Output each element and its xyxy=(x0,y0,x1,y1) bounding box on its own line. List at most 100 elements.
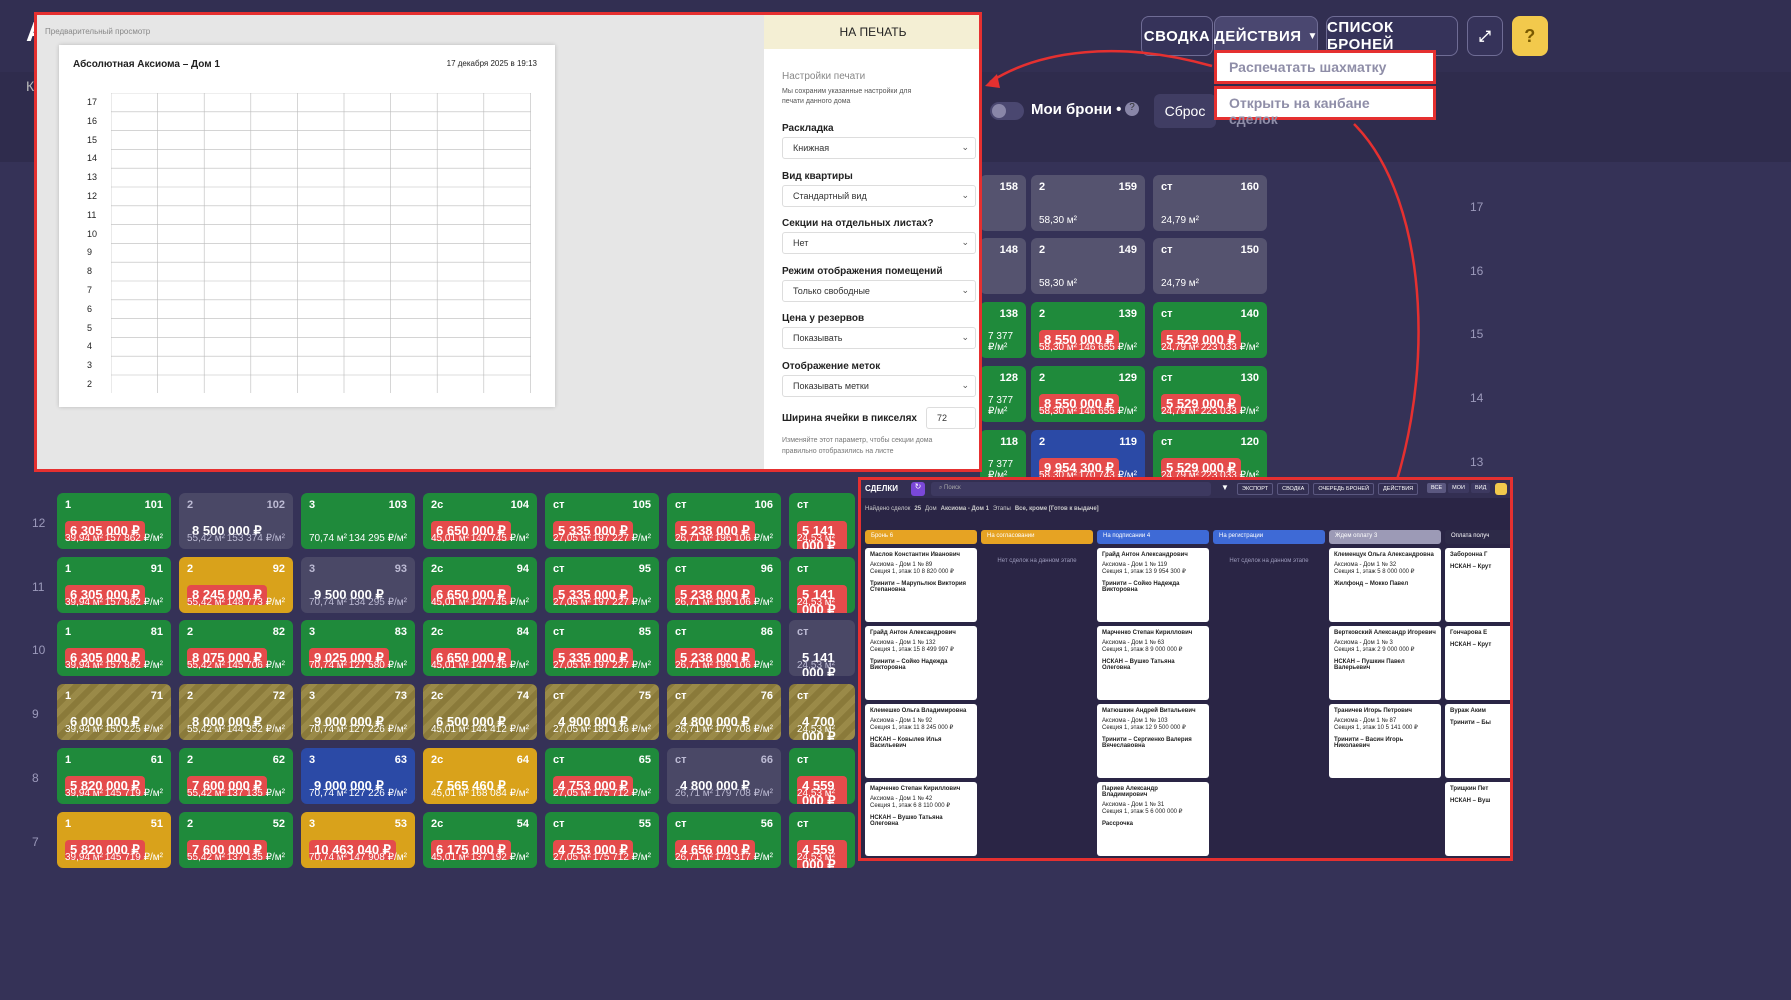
apartment-cell[interactable]: 3 63 9 000 000 ₽70,74 м² 127 226 ₽/м² xyxy=(301,748,415,804)
summary-button[interactable]: СВОДКА xyxy=(1141,16,1213,56)
deal-card[interactable]: Клемешко Ольга Владимировна Аксиома - Дом… xyxy=(865,704,977,778)
apartment-cell[interactable]: ст 75 4 900 000 ₽27,05 м² 181 146 ₽/м² xyxy=(545,684,659,740)
mode-select[interactable]: Только свободные ⌄ xyxy=(782,280,976,302)
apartment-cell[interactable]: ст 95 5 335 000 ₽27,05 м² 197 227 ₽/м² xyxy=(545,557,659,613)
apartment-cell[interactable]: 158 xyxy=(980,175,1026,231)
deal-card[interactable]: Вертковский Александр Игоревич Аксиома - … xyxy=(1329,626,1441,700)
apartment-cell[interactable]: ст 86 5 238 000 ₽26,71 м² 196 106 ₽/м² xyxy=(667,620,781,676)
apartment-cell[interactable]: ст 66 4 800 000 ₽26,71 м² 179 708 ₽/м² xyxy=(667,748,781,804)
apartment-cell[interactable]: 2с 104 6 650 000 ₽45,01 м² 147 745 ₽/м² xyxy=(423,493,537,549)
apartment-cell[interactable]: ст 4 559 000 ₽24,53 м² xyxy=(789,748,855,804)
kanban-search-input[interactable]: ⌕ Поиск xyxy=(931,482,1211,496)
apartment-cell[interactable]: ст 140 5 529 000 ₽24,79 м² 223 033 ₽/м² xyxy=(1153,302,1267,358)
kanban-view-tab[interactable]: ВИД xyxy=(1470,483,1491,493)
layout-select[interactable]: Книжная ⌄ xyxy=(782,137,976,159)
apartment-cell[interactable]: 2 139 8 550 000 ₽58,30 м² 146 655 ₽/м² xyxy=(1031,302,1145,358)
apartment-cell[interactable]: 2с 94 6 650 000 ₽45,01 м² 147 745 ₽/м² xyxy=(423,557,537,613)
deal-card[interactable]: Париев Александр Владимирович Аксиома - Д… xyxy=(1097,782,1209,856)
cell-width-input[interactable]: 72 xyxy=(926,407,976,429)
marks-select[interactable]: Показывать метки ⌄ xyxy=(782,375,976,397)
apartment-cell[interactable]: 2 72 8 000 000 ₽55,42 м² 144 352 ₽/м² xyxy=(179,684,293,740)
deal-card[interactable]: Клеменцук Ольга Александровна Аксиома - Д… xyxy=(1329,548,1441,622)
sections-select[interactable]: Нет ⌄ xyxy=(782,232,976,254)
apartment-cell[interactable]: 2с 54 6 175 000 ₽45,01 м² 137 192 ₽/м² xyxy=(423,812,537,868)
apartment-cell[interactable]: 2 149 58,30 м² xyxy=(1031,238,1145,294)
fullscreen-button[interactable]: ⤢ xyxy=(1467,16,1503,56)
apartment-cell[interactable]: ст 105 5 335 000 ₽27,05 м² 197 227 ₽/м² xyxy=(545,493,659,549)
apartment-cell[interactable]: 3 73 9 000 000 ₽70,74 м² 127 226 ₽/м² xyxy=(301,684,415,740)
apartment-cell[interactable]: 2 62 7 600 000 ₽55,42 м² 137 135 ₽/м² xyxy=(179,748,293,804)
apartment-cell[interactable]: ст 160 24,79 м² xyxy=(1153,175,1267,231)
apartment-cell[interactable]: 2 102 8 500 000 ₽55,42 м² 153 374 ₽/м² xyxy=(179,493,293,549)
deal-card[interactable]: Гончарова Е НСКАН – Крут xyxy=(1445,626,1510,700)
kanban-toolbar-button[interactable]: СВОДКА xyxy=(1277,483,1310,495)
apartment-cell[interactable]: 1 61 5 820 000 ₽39,94 м² 145 719 ₽/м² xyxy=(57,748,171,804)
apartment-cell[interactable]: ст 65 4 753 000 ₽27,05 м² 175 712 ₽/м² xyxy=(545,748,659,804)
help-button[interactable]: ? xyxy=(1512,16,1548,56)
apartment-cell[interactable]: ст 5 141 000 ₽24,53 м² xyxy=(789,620,855,676)
apartment-cell[interactable]: 2 52 7 600 000 ₽55,42 м² 137 135 ₽/м² xyxy=(179,812,293,868)
apartment-cell[interactable]: 1 91 6 305 000 ₽39,94 м² 157 862 ₽/м² xyxy=(57,557,171,613)
apartment-cell[interactable]: 2 159 58,30 м² xyxy=(1031,175,1145,231)
apartment-cell[interactable]: ст 76 4 800 000 ₽26,71 м² 179 708 ₽/м² xyxy=(667,684,781,740)
deal-card[interactable]: Траничев Игорь Петрович Аксиома - Дом 1 №… xyxy=(1329,704,1441,778)
actions-dropdown-button[interactable]: ДЕЙСТВИЯ ▼ xyxy=(1214,16,1318,56)
apartment-cell[interactable]: 2 129 8 550 000 ₽58,30 м² 146 655 ₽/м² xyxy=(1031,366,1145,422)
kanban-toolbar-button[interactable]: ДЕЙСТВИЯ xyxy=(1378,483,1419,495)
kanban-toolbar-button[interactable]: ОЧЕРЕДЬ БРОНЕЙ xyxy=(1313,483,1375,495)
apartment-cell[interactable]: 128 7 377 ₽/м² xyxy=(980,366,1026,422)
apartment-cell[interactable]: ст 150 24,79 м² xyxy=(1153,238,1267,294)
deal-card[interactable]: Трищкин Пет НСКАН – Вуш xyxy=(1445,782,1510,856)
apartment-cell[interactable]: 138 7 377 ₽/м² xyxy=(980,302,1026,358)
deal-card[interactable]: Марченко Степан Кириллович Аксиома - Дом … xyxy=(865,782,977,856)
apartment-cell[interactable]: ст 4 700 000 ₽24,53 м² xyxy=(789,684,855,740)
reserve-select[interactable]: Показывать ⌄ xyxy=(782,327,976,349)
apartment-cell[interactable]: 1 51 5 820 000 ₽39,94 м² 145 719 ₽/м² xyxy=(57,812,171,868)
filter-icon-button[interactable]: ↻ xyxy=(911,482,925,496)
deal-card[interactable]: Грайд Антон Александрович Аксиома - Дом 1… xyxy=(1097,548,1209,622)
apartment-cell[interactable]: ст 85 5 335 000 ₽27,05 м² 197 227 ₽/м² xyxy=(545,620,659,676)
deal-card[interactable]: Матюшкин Андрей Витальевич Аксиома - Дом … xyxy=(1097,704,1209,778)
kanban-filter-icon[interactable]: ▼ xyxy=(1221,483,1229,492)
bookings-list-button[interactable]: СПИСОК БРОНЕЙ xyxy=(1326,16,1458,56)
apartment-cell[interactable]: ст 120 5 529 000 ₽24,79 м² 223 033 ₽/м² xyxy=(1153,430,1267,486)
apartment-cell[interactable]: 3 83 9 025 000 ₽70,74 м² 127 580 ₽/м² xyxy=(301,620,415,676)
kanban-toolbar-button[interactable]: ЭКСПОРТ xyxy=(1237,483,1274,495)
apartment-cell[interactable]: 118 7 377 ₽/м² xyxy=(980,430,1026,486)
apartment-cell[interactable]: ст 55 4 753 000 ₽27,05 м² 175 712 ₽/м² xyxy=(545,812,659,868)
apartment-cell[interactable]: 148 xyxy=(980,238,1026,294)
apartment-cell[interactable]: 3 53 10 463 040 ₽70,74 м² 147 908 ₽/м² xyxy=(301,812,415,868)
apartment-cell[interactable]: ст 106 5 238 000 ₽26,71 м² 196 106 ₽/м² xyxy=(667,493,781,549)
apartment-cell[interactable]: ст 56 4 656 000 ₽26,71 м² 174 317 ₽/м² xyxy=(667,812,781,868)
deal-card[interactable]: Вураж Аким Тринити – Бы xyxy=(1445,704,1510,778)
apartment-cell[interactable]: 3 93 9 500 000 ₽70,74 м² 134 295 ₽/м² xyxy=(301,557,415,613)
apartment-cell[interactable]: ст 96 5 238 000 ₽26,71 м² 196 106 ₽/м² xyxy=(667,557,781,613)
apartment-cell[interactable]: 2 92 8 245 000 ₽55,42 м² 148 773 ₽/м² xyxy=(179,557,293,613)
apartment-cell[interactable]: ст 5 141 000 ₽24,53 м² xyxy=(789,493,855,549)
apartment-cell[interactable]: ст 130 5 529 000 ₽24,79 м² 223 033 ₽/м² xyxy=(1153,366,1267,422)
open-kanban-menu-item[interactable]: Открыть на канбане сделок xyxy=(1214,86,1436,127)
deal-card[interactable]: Маслов Константин Иванович Аксиома - Дом … xyxy=(865,548,977,622)
deal-card[interactable]: Грайд Антон Александрович Аксиома - Дом 1… xyxy=(865,626,977,700)
apartment-cell[interactable]: ст 4 559 000 ₽24,53 м² xyxy=(789,812,855,868)
view-select[interactable]: Стандартный вид ⌄ xyxy=(782,185,976,207)
apartment-cell[interactable]: 1 101 6 305 000 ₽39,94 м² 157 862 ₽/м² xyxy=(57,493,171,549)
apartment-cell[interactable]: 3 103 70,74 м² 134 295 ₽/м² xyxy=(301,493,415,549)
apartment-cell[interactable]: 1 81 6 305 000 ₽39,94 м² 157 862 ₽/м² xyxy=(57,620,171,676)
apartment-cell[interactable]: 2 82 8 075 000 ₽55,42 м² 145 706 ₽/м² xyxy=(179,620,293,676)
apartment-cell[interactable]: ст 5 141 000 ₽24,53 м² xyxy=(789,557,855,613)
kanban-view-tab[interactable]: ВСЕ xyxy=(1427,483,1447,493)
apartment-cell[interactable]: 1 71 6 000 000 ₽39,94 м² 150 225 ₽/м² xyxy=(57,684,171,740)
kanban-view-tab[interactable]: МОИ xyxy=(1448,483,1469,493)
apartment-cell[interactable]: 2с 84 6 650 000 ₽45,01 м² 147 745 ₽/м² xyxy=(423,620,537,676)
my-bookings-toggle[interactable] xyxy=(990,102,1024,120)
apartment-cell[interactable]: 2с 64 7 565 460 ₽45,01 м² 168 084 ₽/м² xyxy=(423,748,537,804)
reset-button[interactable]: Сброс xyxy=(1154,94,1216,128)
deal-card[interactable]: Заборонна Г НСКАН – Крут xyxy=(1445,548,1510,622)
kanban-help-icon[interactable] xyxy=(1495,483,1507,495)
sheet-grid-table xyxy=(111,93,531,393)
print-chess-menu-item[interactable]: Распечатать шахматку xyxy=(1214,50,1436,84)
apartment-cell[interactable]: 2с 74 6 500 000 ₽45,01 м² 144 412 ₽/м² xyxy=(423,684,537,740)
deal-card[interactable]: Марченко Степан Кириллович Аксиома - Дом … xyxy=(1097,626,1209,700)
apartment-cell[interactable]: 2 119 9 954 300 ₽58,30 м² 170 743 ₽/м² xyxy=(1031,430,1145,486)
